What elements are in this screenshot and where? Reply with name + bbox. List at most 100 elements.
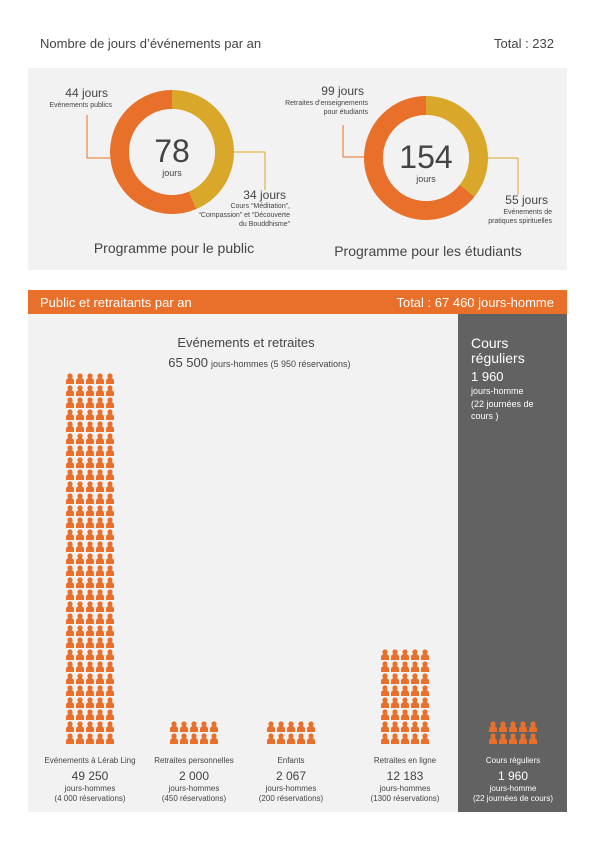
- column-name: Retraites en ligne: [374, 756, 437, 765]
- column-unit: jours-hommes: [265, 784, 317, 793]
- donut-segment: [363, 96, 475, 220]
- person-icon: [298, 721, 304, 727]
- column-note: (200 réservations): [259, 794, 324, 803]
- person-icon: [402, 673, 408, 679]
- person-icon: [96, 690, 104, 696]
- person-icon: [97, 709, 103, 715]
- person-icon: [382, 709, 388, 715]
- person-icon: [308, 721, 314, 727]
- person-icon: [67, 601, 73, 607]
- person-icon: [180, 738, 188, 744]
- segment-label: 99 jours: [321, 84, 364, 98]
- person-icon: [412, 697, 418, 703]
- person-icon: [401, 738, 409, 744]
- person-icon: [86, 390, 94, 396]
- segment-label: 44 jours: [65, 86, 108, 100]
- person-icon: [77, 709, 83, 715]
- person-icon: [76, 618, 84, 624]
- person-icon: [96, 438, 104, 444]
- person-icon: [66, 558, 74, 564]
- person-icon: [86, 630, 94, 636]
- person-icon: [107, 469, 113, 475]
- person-icon: [67, 373, 73, 379]
- person-icon: [412, 661, 418, 667]
- person-icon: [96, 654, 104, 660]
- person-icon: [76, 522, 84, 528]
- person-icon: [308, 733, 314, 739]
- person-icon: [402, 733, 408, 739]
- person-icon: [77, 541, 83, 547]
- person-icon: [211, 733, 217, 739]
- person-icon: [107, 565, 113, 571]
- person-icon: [66, 726, 74, 732]
- person-icon: [67, 709, 73, 715]
- person-icon: [210, 726, 218, 732]
- person-icon: [412, 733, 418, 739]
- person-icon: [392, 685, 398, 691]
- person-icon: [77, 517, 83, 523]
- person-icon: [381, 678, 389, 684]
- person-icon: [106, 714, 114, 720]
- person-icon: [96, 390, 104, 396]
- person-icon: [519, 726, 527, 732]
- person-icon: [96, 534, 104, 540]
- person-icon: [490, 721, 496, 727]
- column-unit: jours-hommes: [64, 784, 116, 793]
- person-icon: [97, 649, 103, 655]
- person-icon: [97, 733, 103, 739]
- donut-center-unit: jours: [415, 174, 436, 184]
- person-icon: [76, 414, 84, 420]
- person-icon: [77, 469, 83, 475]
- person-icon: [106, 690, 114, 696]
- person-icon: [401, 690, 409, 696]
- person-icon: [67, 457, 73, 463]
- person-icon: [412, 721, 418, 727]
- person-icon: [77, 589, 83, 595]
- person-icon: [86, 414, 94, 420]
- donut-center-value: 154: [399, 139, 452, 175]
- person-icon: [87, 709, 93, 715]
- person-icon: [77, 493, 83, 499]
- person-icon: [87, 493, 93, 499]
- person-icon: [67, 661, 73, 667]
- person-icon: [107, 421, 113, 427]
- person-icon: [530, 721, 536, 727]
- person-icon: [106, 402, 114, 408]
- person-icon: [107, 493, 113, 499]
- person-icon: [287, 738, 295, 744]
- person-icon: [401, 714, 409, 720]
- person-icon: [87, 661, 93, 667]
- person-icon: [87, 673, 93, 679]
- person-icon: [530, 733, 536, 739]
- person-icon: [97, 661, 103, 667]
- person-icon: [391, 690, 399, 696]
- person-icon: [96, 630, 104, 636]
- person-icon: [97, 601, 103, 607]
- person-icon: [106, 426, 114, 432]
- person-icon: [412, 709, 418, 715]
- person-icon: [201, 733, 207, 739]
- person-icon: [107, 529, 113, 535]
- person-icon: [106, 642, 114, 648]
- person-icon: [86, 714, 94, 720]
- person-icon: [97, 385, 103, 391]
- person-icon: [67, 445, 73, 451]
- person-icon: [106, 558, 114, 564]
- person-icon: [421, 678, 429, 684]
- section-bar: [28, 290, 567, 314]
- segment-desc: Cours “Méditation”,: [230, 203, 290, 210]
- person-icon: [402, 649, 408, 655]
- person-icon: [86, 690, 94, 696]
- person-icon: [392, 709, 398, 715]
- icon-column: [170, 721, 218, 744]
- person-icon: [77, 625, 83, 631]
- person-icon: [422, 733, 428, 739]
- person-icon: [422, 709, 428, 715]
- person-icon: [422, 697, 428, 703]
- person-icon: [76, 606, 84, 612]
- column-note: (450 réservations): [162, 794, 227, 803]
- person-icon: [107, 709, 113, 715]
- person-icon: [489, 738, 497, 744]
- person-icon: [66, 546, 74, 552]
